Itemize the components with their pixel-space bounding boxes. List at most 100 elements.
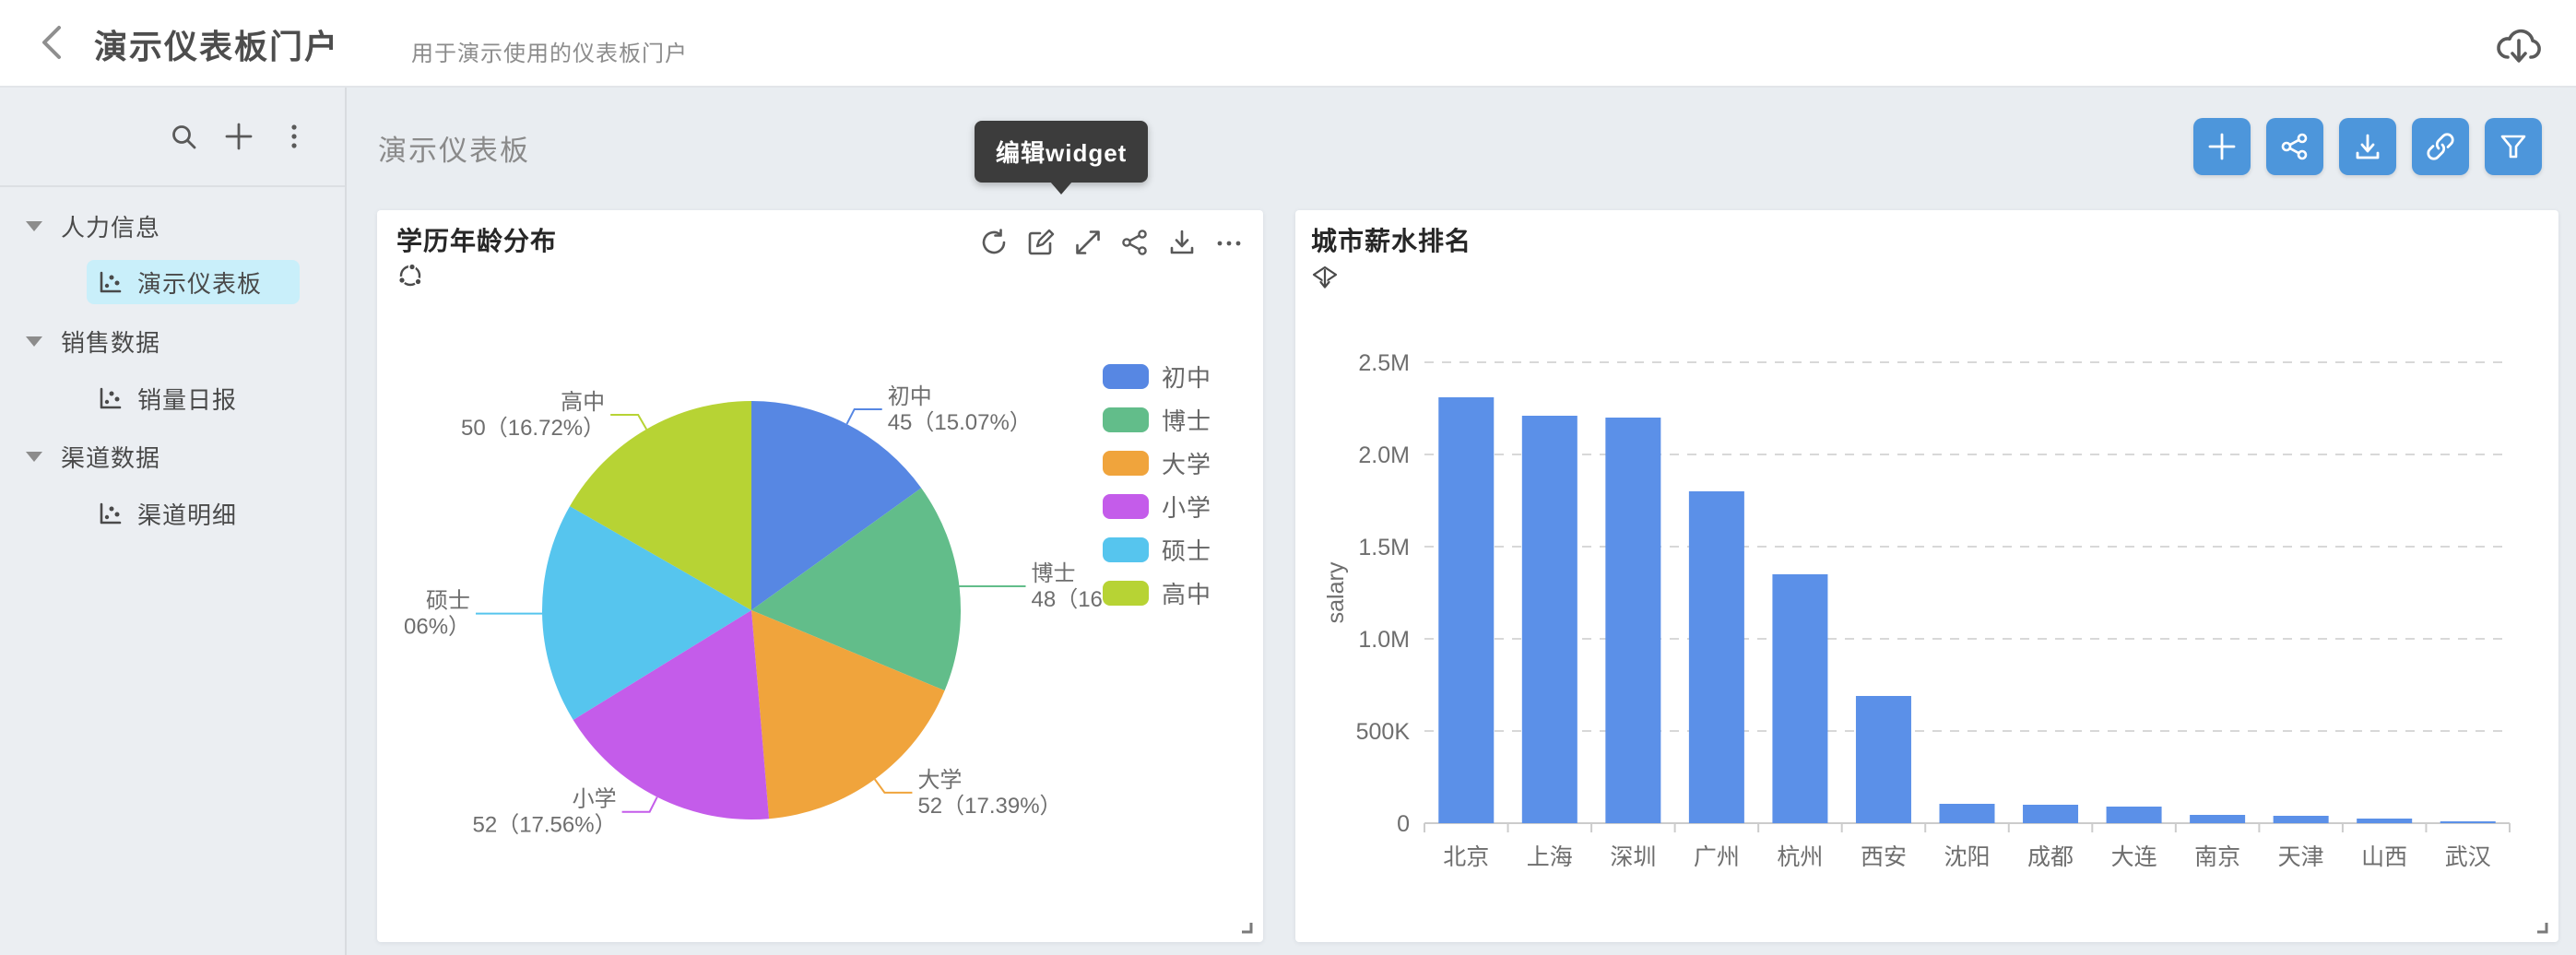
cloud-download-button[interactable]	[2491, 17, 2546, 70]
filter-button[interactable]	[2485, 118, 2542, 175]
pie-slice-高中[interactable]	[570, 401, 751, 610]
sidebar-group-sales[interactable]: 销售数据	[26, 318, 160, 364]
x-tick-label-广州: 广州	[1694, 844, 1740, 870]
x-tick-label-大连: 大连	[2111, 844, 2157, 870]
legend-item-大学[interactable]: 大学	[1103, 442, 1211, 485]
x-tick-label-南京: 南京	[2194, 844, 2240, 870]
pie-legend: 初中博士大学小学硕士高中	[1103, 353, 1216, 617]
more-widget-button[interactable]	[1213, 227, 1245, 258]
bar-天津[interactable]	[2273, 816, 2329, 823]
scatter-chart-icon	[100, 271, 122, 292]
bar-深圳[interactable]	[1605, 418, 1661, 823]
widget-title: 城市薪水排名	[1311, 227, 1472, 255]
add-widget-button[interactable]	[2193, 118, 2251, 175]
legend-swatch	[1103, 494, 1149, 519]
bar-上海[interactable]	[1521, 416, 1578, 823]
sidebar-item-sales-daily[interactable]: 销量日报	[87, 376, 300, 420]
legend-item-小学[interactable]: 小学	[1103, 485, 1211, 528]
sidebar-group-channel[interactable]: 渠道数据	[26, 433, 160, 479]
bar-广州[interactable]	[1688, 491, 1744, 823]
legend-label: 大学	[1162, 451, 1212, 478]
y-axis-title: salary	[1323, 561, 1349, 623]
search-button[interactable]	[168, 121, 199, 152]
pie-label-line-高中	[610, 414, 648, 430]
x-tick-label-上海: 上海	[1527, 844, 1573, 870]
edit-widget-button[interactable]	[1025, 227, 1057, 258]
tooltip-text: 编辑widget	[996, 139, 1128, 167]
bar-沈阳[interactable]	[1939, 804, 1995, 823]
copy-link-button[interactable]	[2412, 118, 2469, 175]
bar-西安[interactable]	[1855, 696, 1911, 823]
sidebar-toolbar	[0, 121, 345, 154]
bar-山西[interactable]	[2357, 819, 2413, 823]
y-tick-label: 2.5M	[1358, 350, 1410, 376]
export-dashboard-button[interactable]	[2339, 118, 2396, 175]
bar-南京[interactable]	[2190, 815, 2246, 823]
legend-item-高中[interactable]: 高中	[1103, 572, 1211, 615]
sidebar-item-channel-detail[interactable]: 渠道明细	[87, 491, 300, 536]
drill-down-icon[interactable]	[1311, 264, 1339, 291]
edit-widget-tooltip: 编辑widget	[975, 121, 1149, 195]
share-nodes-icon	[2281, 133, 2308, 160]
bar-北京[interactable]	[1438, 397, 1495, 823]
sidebar-group-label: 人力信息	[61, 213, 161, 242]
share-dashboard-button[interactable]	[2266, 118, 2323, 175]
pie-label-大学: 大学 52（17.39%）	[917, 768, 1061, 819]
more-button[interactable]	[278, 121, 310, 152]
sidebar-item-demo-dashboard[interactable]: 演示仪表板	[87, 260, 300, 304]
widget-toolbar	[978, 227, 1245, 258]
widget-resize-handle[interactable]	[2531, 916, 2551, 937]
scatter-chart-icon	[100, 502, 122, 524]
pie-slice-大学[interactable]	[751, 610, 945, 819]
legend-item-硕士[interactable]: 硕士	[1103, 528, 1211, 572]
portal-title: 演示仪表板门户	[94, 28, 340, 65]
legend-item-博士[interactable]: 博士	[1103, 398, 1211, 442]
fullscreen-widget-button[interactable]	[1072, 227, 1104, 258]
pie-slice-初中[interactable]	[751, 401, 922, 610]
refresh-icon	[982, 229, 1006, 254]
legend-swatch	[1103, 451, 1149, 476]
plus-icon	[2208, 133, 2236, 160]
bar-杭州[interactable]	[1772, 574, 1828, 823]
pie-label-硕士: 硕士51（17.06%）	[403, 589, 470, 640]
link-icon	[2427, 133, 2454, 160]
pie-label-初中: 初中 45（15.07%）	[888, 384, 1032, 435]
legend-item-初中[interactable]: 初中	[1103, 355, 1211, 398]
bar-武汉[interactable]	[2440, 821, 2496, 823]
x-tick-label-杭州: 杭州	[1777, 844, 1823, 870]
bar-大连[interactable]	[2106, 807, 2162, 823]
caret-down-icon	[26, 451, 42, 462]
widget-title: 学历年龄分布	[396, 227, 558, 255]
pie-type-icon[interactable]	[396, 262, 424, 289]
sidebar-group-label: 销售数据	[61, 328, 161, 357]
x-tick-label-北京: 北京	[1443, 844, 1489, 870]
legend-label: 硕士	[1162, 537, 1212, 565]
bar-成都[interactable]	[2023, 805, 2079, 823]
legend-label: 博士	[1162, 407, 1212, 435]
tooltip-arrow	[1050, 182, 1073, 195]
x-tick-label-武汉: 武汉	[2445, 844, 2491, 870]
kebab-menu-icon	[291, 124, 297, 148]
sidebar-group-hr[interactable]: 人力信息	[26, 203, 160, 249]
legend-label: 小学	[1162, 494, 1212, 522]
y-tick-label: 2.0M	[1358, 442, 1410, 468]
widget-education-age-pie: 学历年龄分布	[377, 210, 1263, 942]
pie-slice-小学[interactable]	[573, 610, 770, 820]
share-widget-button[interactable]	[1119, 227, 1151, 258]
cloud-download-icon	[2497, 29, 2541, 63]
resize-corner-icon	[1242, 923, 1253, 934]
bar-chart[interactable]: 0 500K 1.0M 1.5M 2.0M 2.5M salary 北京 上海 深圳 广州 杭州 西安 沈…	[1295, 210, 2558, 942]
add-button[interactable]	[223, 121, 254, 152]
pie-chart[interactable]: 初中45（15.07%）博士48（16.20%）大学52（17.39%）小学52…	[403, 304, 1263, 931]
legend-swatch	[1103, 581, 1149, 606]
share-nodes-icon	[1122, 230, 1147, 255]
widget-city-salary-bar: 城市薪水排名 0 500K 1.0M 1.5M 2.0M 2.5M salary 北京 上海 深圳…	[1295, 210, 2558, 942]
pie-slice-硕士[interactable]	[542, 506, 751, 720]
portal-subtitle: 用于演示使用的仪表板门户	[411, 41, 688, 66]
pie-slice-博士[interactable]	[751, 488, 961, 691]
refresh-widget-button[interactable]	[978, 227, 1010, 258]
download-widget-button[interactable]	[1166, 227, 1198, 258]
widget-resize-handle[interactable]	[1235, 916, 1256, 937]
caret-down-icon	[26, 220, 42, 231]
back-button[interactable]	[31, 20, 76, 65]
